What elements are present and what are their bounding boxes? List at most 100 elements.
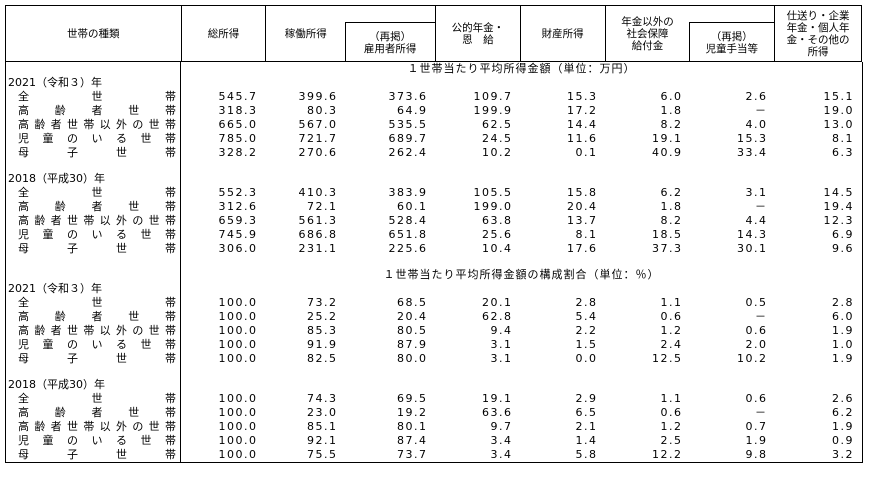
value-cell: 0.0 xyxy=(575,352,598,365)
value-cell: － xyxy=(755,310,768,323)
value-cell: 105.5 xyxy=(473,186,513,199)
value-cell: 30.1 xyxy=(737,242,768,255)
row-label: 高齢者世帯以外の世帯 xyxy=(18,214,176,227)
value-cell: 20.4 xyxy=(397,310,428,323)
value-cell: 9.4 xyxy=(490,324,513,337)
row-label-cell: 児童のいる世帯 xyxy=(5,338,181,352)
value-cell: 199.0 xyxy=(473,200,513,213)
value-cell: 3.1 xyxy=(490,338,513,351)
value-cell: 0.9 xyxy=(832,434,854,447)
value-cell: 19.0 xyxy=(823,104,854,117)
row-label-cell: 高齢者世帯以外の世帯 xyxy=(5,420,181,434)
value-cell: 15.3 xyxy=(567,90,598,103)
header-cell: 仕送り・企業 年金・個人年 金・その他の 所得 xyxy=(774,6,861,61)
data-row: 高齢者世帯 318.3 80.3 64.9 199.9 17.2 1.8 － 19.0 xyxy=(5,104,863,118)
row-label-cell: 高齢者世帯 xyxy=(5,104,181,118)
value-cell: 23.0 xyxy=(307,406,338,419)
group-label: 2018（平成30）年 xyxy=(5,172,181,186)
value-cell: 1.2 xyxy=(660,420,683,433)
value-cell: 14.5 xyxy=(823,186,854,199)
value-cell: 20.1 xyxy=(482,296,513,309)
value-cell: 100.0 xyxy=(218,296,258,309)
header-text: 年金以外の xyxy=(621,15,674,28)
value-cell: 19.2 xyxy=(397,406,428,419)
empty-cell xyxy=(181,378,863,392)
value-cell: 62.8 xyxy=(482,310,513,323)
value-cell: 17.2 xyxy=(567,104,598,117)
value-cell: 9.7 xyxy=(490,420,513,433)
header-text: 給付金 xyxy=(631,39,664,52)
value-cell: 567.0 xyxy=(298,118,338,131)
spacer-cell xyxy=(181,366,863,378)
value-cell: 17.6 xyxy=(567,242,598,255)
value-cell: 2.1 xyxy=(575,420,598,433)
header-text: （再掲） xyxy=(710,31,753,43)
row-label: 全世帯 xyxy=(18,186,176,199)
value-cell: 10.2 xyxy=(482,146,513,159)
value-cell: 6.5 xyxy=(575,406,598,419)
row-label: 児童のいる世帯 xyxy=(18,132,176,145)
value-cell: 306.0 xyxy=(218,242,258,255)
header-text: 金・その他の xyxy=(786,33,850,46)
row-label: 高齢者世帯 xyxy=(18,406,176,419)
value-cell: 68.5 xyxy=(397,296,428,309)
group-row: 2021（令和３）年 xyxy=(5,282,863,296)
header-text: 所得 xyxy=(807,45,829,58)
value-cell: 10.2 xyxy=(737,352,768,365)
value-cell: 262.4 xyxy=(388,146,428,159)
value-cell: 3.4 xyxy=(490,434,513,447)
row-label: 高齢者世帯以外の世帯 xyxy=(18,324,176,337)
value-cell: 13.0 xyxy=(823,118,854,131)
value-cell: 383.9 xyxy=(388,186,428,199)
value-cell: 4.4 xyxy=(745,214,768,227)
row-label-cell: 母子世帯 xyxy=(5,146,181,160)
value-cell: 5.8 xyxy=(575,448,598,461)
value-cell: 9.8 xyxy=(745,448,768,461)
value-cell: 2.0 xyxy=(745,338,768,351)
value-cell: 37.3 xyxy=(652,242,683,255)
value-cell: 665.0 xyxy=(218,118,258,131)
data-row: 母子世帯 328.2 270.6 262.4 10.2 0.1 40.9 33.4 6.3 xyxy=(5,146,863,160)
value-cell: 69.5 xyxy=(397,392,428,405)
row-label-cell: 全世帯 xyxy=(5,90,181,104)
group-row: 2018（平成30）年 xyxy=(5,172,863,186)
row-label: 全世帯 xyxy=(18,90,176,103)
header-text: 総所得 xyxy=(207,27,240,40)
value-cell: 100.0 xyxy=(218,448,258,461)
value-cell: 1.8 xyxy=(660,104,683,117)
header-text: 公的年金・ xyxy=(451,21,505,34)
data-row: 全世帯 552.3 410.3 383.9 105.5 15.8 6.2 3.1 14.5 xyxy=(5,186,863,200)
table-header: 世帯の種類 総所得 稼働所得 （再掲） 雇用者所得 公的年金・恩 給財産所得 年金以外の 社会… xyxy=(5,5,862,62)
value-cell: 87.4 xyxy=(397,434,428,447)
row-label-cell: 全世帯 xyxy=(5,296,181,310)
header-text: 世帯の種類 xyxy=(67,27,120,40)
row-label-cell: 児童のいる世帯 xyxy=(5,228,181,242)
value-cell: 85.3 xyxy=(307,324,338,337)
spacer-cell xyxy=(181,160,863,172)
value-cell: 15.8 xyxy=(567,186,598,199)
value-cell: 686.8 xyxy=(298,228,338,241)
value-cell: 73.2 xyxy=(307,296,338,309)
data-row: 児童のいる世帯 100.0 92.1 87.4 3.4 1.4 2.5 1.9 0.9 xyxy=(5,434,863,448)
value-cell: 64.9 xyxy=(397,104,428,117)
row-label-cell: 母子世帯 xyxy=(5,242,181,256)
value-cell: 651.8 xyxy=(388,228,428,241)
value-cell: 15.1 xyxy=(823,90,854,103)
income-table: 世帯の種類 総所得 稼働所得 （再掲） 雇用者所得 公的年金・恩 給財産所得 年金以外の 社会… xyxy=(5,5,863,463)
value-cell: 63.8 xyxy=(482,214,513,227)
value-cell: 100.0 xyxy=(218,338,258,351)
header-text: 児童手当等 xyxy=(705,43,759,55)
data-row: 児童のいる世帯 785.0 721.7 689.7 24.5 11.6 19.1 15.3 8.… xyxy=(5,132,863,146)
value-cell: 1.8 xyxy=(660,200,683,213)
value-cell: － xyxy=(755,200,768,213)
value-cell: 5.4 xyxy=(575,310,598,323)
data-row: 児童のいる世帯 100.0 91.9 87.9 3.1 1.5 2.4 2.0 1.0 xyxy=(5,338,863,352)
row-label: 母子世帯 xyxy=(18,146,176,159)
value-cell: 1.1 xyxy=(660,392,683,405)
value-cell: 2.9 xyxy=(575,392,598,405)
row-label-cell: 母子世帯 xyxy=(5,352,181,366)
header-text: 仕送り・企業 xyxy=(786,9,850,22)
header-cell: 公的年金・恩 給 xyxy=(434,6,520,61)
row-label-cell: 児童のいる世帯 xyxy=(5,434,181,448)
value-cell: 14.4 xyxy=(567,118,598,131)
